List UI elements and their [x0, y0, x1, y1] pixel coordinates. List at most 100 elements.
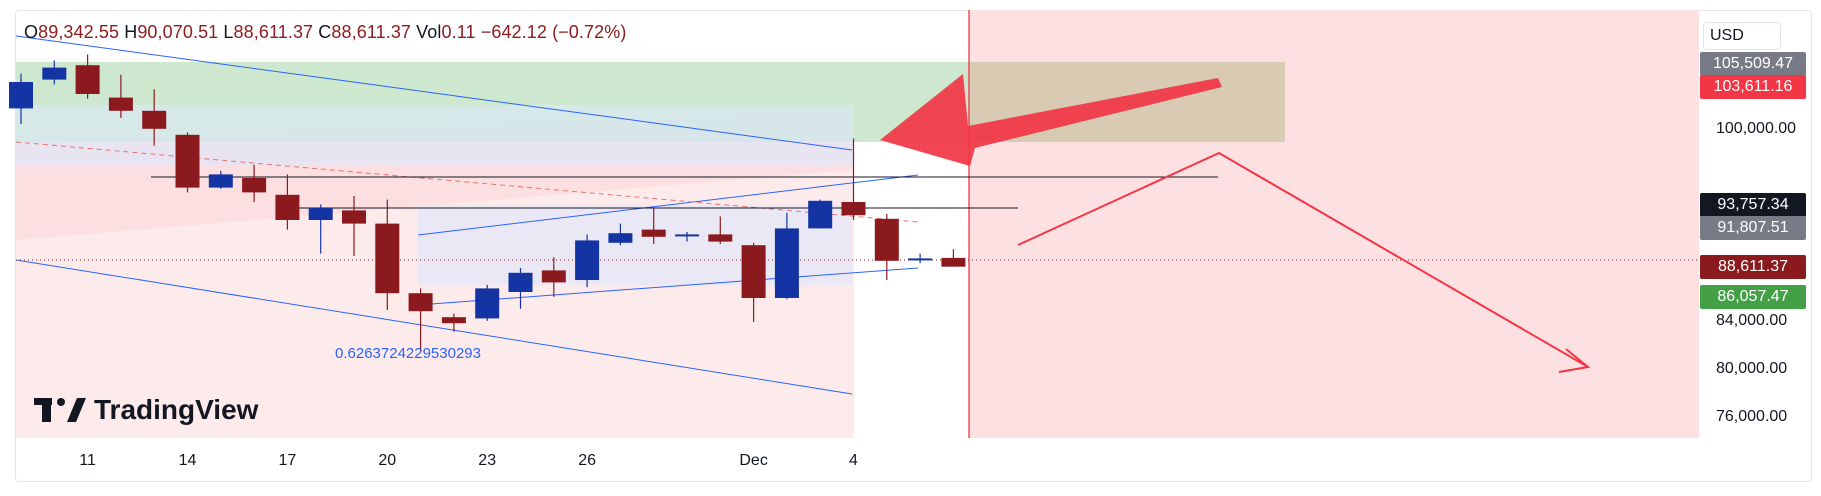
price-badge: 88,611.37 — [1700, 254, 1806, 279]
candle — [342, 196, 366, 256]
zones-layer — [16, 10, 1699, 438]
change-value: −642.12 (−0.72%) — [480, 22, 627, 42]
candle-body — [375, 223, 400, 294]
candle-body — [475, 288, 500, 319]
price-badge: 93,757.34 — [1700, 192, 1806, 217]
price-badge: 105,509.47 — [1700, 51, 1806, 76]
low-label: L — [223, 22, 234, 42]
candles-layer — [9, 54, 966, 352]
candle — [808, 199, 833, 229]
price-tick: 100,000.00 — [1716, 120, 1797, 137]
candle — [575, 234, 600, 288]
candle — [641, 208, 666, 244]
forecast-arrowhead — [1558, 348, 1591, 373]
candle — [142, 89, 167, 146]
inner-bottom-line — [417, 267, 919, 306]
time-tick: Dec — [739, 452, 768, 469]
candle-body — [575, 240, 600, 280]
candle — [9, 73, 33, 124]
tradingview-logo-icon — [34, 398, 86, 422]
ohlc-legend: O89,342.55 H90,070.51 L88,611.37 C88,611… — [24, 22, 626, 43]
close-value: 88,611.37 — [331, 22, 412, 42]
candle — [741, 242, 766, 322]
candle — [208, 170, 233, 189]
candle — [108, 74, 133, 118]
volume-label: Vol — [416, 22, 442, 42]
currency-button[interactable]: USD — [1703, 22, 1781, 50]
open-value: 89,342.55 — [38, 22, 120, 42]
high-label: H — [124, 22, 138, 42]
candle-body — [75, 65, 100, 94]
candle-body — [242, 178, 267, 193]
candle-body — [774, 228, 799, 298]
candle-body — [874, 218, 899, 261]
candle — [675, 232, 699, 242]
price-badge: 91,807.51 — [1700, 216, 1806, 241]
inner-top-line — [417, 174, 919, 236]
candle-body — [708, 234, 733, 242]
volume-value: 0.11 — [441, 22, 476, 42]
candle-body — [308, 208, 333, 220]
big-arrow-annotation — [880, 74, 1222, 166]
candle — [874, 214, 899, 280]
price-tick: 84,000.00 — [1716, 312, 1788, 329]
time-tick: 14 — [178, 452, 197, 469]
candle-body — [741, 245, 766, 298]
candle-body — [108, 97, 133, 111]
candle — [841, 138, 866, 220]
drawings-layer — [15, 35, 1699, 395]
price-badge: 103,611.16 — [1700, 74, 1806, 99]
candle-body — [675, 234, 699, 237]
candle — [408, 288, 433, 352]
candle — [774, 212, 799, 300]
high-value: 90,070.51 — [137, 22, 219, 42]
time-tick: 11 — [79, 452, 96, 469]
candle-body — [342, 210, 366, 224]
price-badge: 86,057.47 — [1700, 285, 1806, 310]
candle-body — [841, 202, 866, 216]
median-dashed-line — [15, 141, 919, 223]
price-tick: 76,000.00 — [1716, 408, 1788, 425]
candle — [308, 204, 333, 254]
time-tick: 17 — [278, 452, 297, 469]
tradingview-logo-text: TradingView — [94, 394, 259, 425]
candle — [242, 164, 267, 202]
candle — [75, 54, 100, 99]
candle-body — [641, 229, 666, 237]
low-value: 88,611.37 — [233, 22, 314, 42]
candle — [708, 216, 733, 244]
candle — [375, 199, 400, 310]
candle — [508, 268, 533, 309]
close-label: C — [318, 22, 332, 42]
candle-body — [175, 134, 200, 188]
time-tick: 4 — [849, 452, 858, 469]
forecast-path — [1017, 151, 1589, 368]
tradingview-logo[interactable]: TradingView — [34, 394, 258, 426]
time-tick: 26 — [578, 452, 596, 469]
candle — [541, 257, 566, 297]
candle — [275, 174, 300, 230]
candle-body — [441, 317, 466, 324]
candle-body — [9, 82, 33, 109]
candle-body — [208, 174, 233, 188]
candle-body — [42, 67, 67, 80]
time-tick: 23 — [478, 452, 497, 469]
candle-body — [508, 272, 533, 292]
candle-body — [908, 258, 933, 261]
candle-body — [275, 194, 300, 220]
blue-zone — [16, 105, 854, 165]
candle-body — [941, 257, 966, 267]
channel-top-line — [15, 35, 853, 151]
fib-level-label: 0.6263724229530293 — [335, 345, 481, 362]
candle-body — [408, 293, 433, 312]
channel-bottom-line — [15, 259, 853, 395]
candle — [475, 284, 500, 321]
candle — [908, 253, 933, 264]
chart-frame — [15, 10, 1812, 482]
candle — [175, 132, 200, 193]
candle — [941, 249, 966, 267]
open-label: O — [24, 22, 39, 42]
price-tick: 80,000.00 — [1716, 360, 1788, 377]
candle-body — [808, 200, 833, 229]
